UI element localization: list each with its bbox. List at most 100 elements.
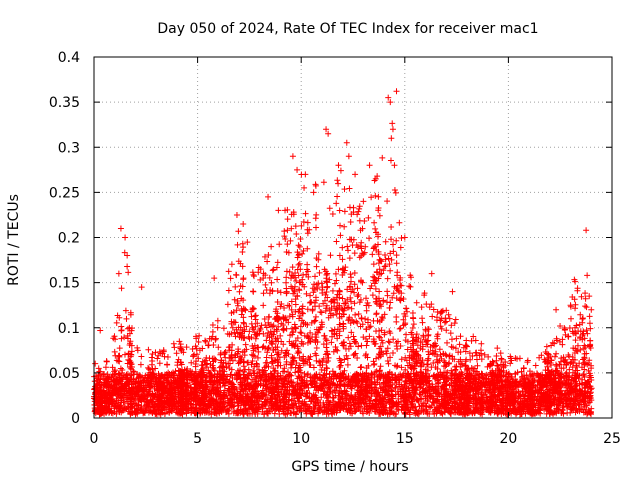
data-point	[189, 345, 196, 352]
data-point	[297, 323, 304, 330]
data-point	[398, 356, 405, 363]
data-point	[190, 353, 197, 360]
data-point	[393, 237, 400, 244]
data-point	[364, 319, 371, 326]
data-point	[572, 278, 579, 285]
data-point	[586, 370, 593, 377]
data-point	[327, 310, 334, 317]
data-point	[245, 333, 252, 340]
data-point	[155, 352, 162, 359]
data-point	[335, 180, 342, 187]
data-point	[390, 290, 397, 297]
data-point	[209, 322, 216, 329]
data-point	[351, 338, 358, 345]
data-point	[320, 300, 327, 307]
data-point	[270, 266, 277, 273]
data-point	[564, 409, 571, 416]
data-point	[578, 293, 585, 300]
data-point	[322, 336, 329, 343]
data-point	[574, 342, 581, 349]
data-point	[344, 304, 351, 311]
data-point	[394, 362, 401, 369]
data-point	[311, 318, 318, 325]
data-point	[293, 277, 300, 284]
data-point	[260, 290, 267, 297]
data-point	[361, 218, 368, 225]
data-point	[551, 353, 558, 360]
data-point	[400, 296, 407, 303]
data-point	[369, 251, 376, 258]
data-point	[263, 337, 270, 344]
data-point	[381, 252, 388, 259]
data-point	[321, 332, 328, 339]
data-point	[429, 313, 436, 320]
data-point	[301, 184, 308, 191]
data-point	[262, 272, 269, 279]
data-point	[436, 371, 443, 378]
data-point	[385, 255, 392, 262]
data-point	[388, 236, 395, 243]
data-point	[494, 362, 501, 369]
data-point	[586, 320, 593, 327]
data-point	[300, 271, 307, 278]
data-point	[254, 354, 261, 361]
data-point	[346, 316, 353, 323]
data-point	[375, 193, 382, 200]
data-point	[248, 320, 255, 327]
data-point	[516, 355, 523, 362]
data-point	[192, 333, 199, 340]
data-point	[236, 288, 243, 295]
data-point	[284, 227, 291, 234]
data-point	[586, 313, 593, 320]
data-point	[334, 299, 341, 306]
data-point	[223, 364, 230, 371]
data-point	[311, 281, 318, 288]
data-point	[274, 259, 281, 266]
data-point	[481, 351, 488, 358]
data-point	[328, 339, 335, 346]
data-point	[294, 380, 301, 387]
data-point	[212, 335, 219, 342]
data-point	[118, 327, 125, 334]
data-point	[403, 331, 410, 338]
data-point	[384, 345, 391, 352]
data-point	[348, 305, 355, 312]
data-point	[397, 244, 404, 251]
data-point	[297, 235, 304, 242]
data-point	[348, 278, 355, 285]
data-point	[293, 230, 300, 237]
data-point	[333, 200, 340, 207]
data-point	[234, 241, 241, 248]
data-point	[284, 241, 291, 248]
data-point	[329, 287, 336, 294]
data-point	[549, 339, 556, 346]
data-point	[389, 120, 396, 127]
data-point	[326, 205, 333, 212]
data-point	[364, 338, 371, 345]
data-point	[287, 237, 294, 244]
data-point	[559, 336, 566, 343]
data-point	[265, 410, 272, 417]
data-point	[345, 334, 352, 341]
data-point	[334, 193, 341, 200]
data-point	[271, 410, 278, 417]
data-point	[123, 315, 130, 322]
data-point	[397, 282, 404, 289]
data-point	[260, 302, 267, 309]
data-point	[263, 354, 270, 361]
data-point	[396, 288, 403, 295]
data-point	[249, 358, 256, 365]
data-point	[298, 330, 305, 337]
data-point	[226, 365, 233, 372]
data-point	[164, 361, 171, 368]
data-point	[354, 354, 361, 361]
data-point	[354, 211, 361, 218]
data-point	[543, 343, 550, 350]
data-point	[344, 355, 351, 362]
data-point	[566, 324, 573, 331]
data-point	[453, 335, 460, 342]
data-point	[388, 224, 395, 231]
data-point	[225, 268, 232, 275]
data-point	[397, 325, 404, 332]
